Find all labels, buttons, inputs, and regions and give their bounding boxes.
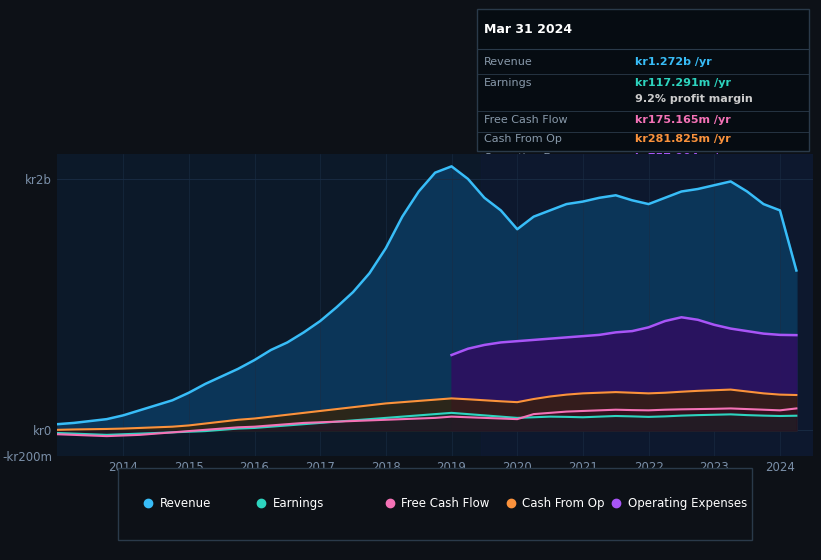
FancyBboxPatch shape xyxy=(477,8,809,151)
FancyBboxPatch shape xyxy=(118,469,752,540)
Text: Operating Expenses: Operating Expenses xyxy=(484,153,597,163)
Text: kr1.272b /yr: kr1.272b /yr xyxy=(635,57,712,67)
Text: Cash From Op: Cash From Op xyxy=(484,134,562,144)
Text: Revenue: Revenue xyxy=(159,497,211,510)
Text: Mar 31 2024: Mar 31 2024 xyxy=(484,23,572,36)
Text: Free Cash Flow: Free Cash Flow xyxy=(401,497,489,510)
Text: Earnings: Earnings xyxy=(273,497,324,510)
Text: kr757.904m /yr: kr757.904m /yr xyxy=(635,153,732,163)
Text: 9.2% profit margin: 9.2% profit margin xyxy=(635,94,753,104)
Text: Operating Expenses: Operating Expenses xyxy=(628,497,747,510)
Text: kr117.291m /yr: kr117.291m /yr xyxy=(635,78,732,88)
Text: Revenue: Revenue xyxy=(484,57,533,67)
Text: kr175.165m /yr: kr175.165m /yr xyxy=(635,115,731,125)
Bar xyxy=(481,154,813,456)
Text: Earnings: Earnings xyxy=(484,78,533,88)
Text: kr281.825m /yr: kr281.825m /yr xyxy=(635,134,731,144)
Text: Free Cash Flow: Free Cash Flow xyxy=(484,115,568,125)
Text: Cash From Op: Cash From Op xyxy=(522,497,604,510)
